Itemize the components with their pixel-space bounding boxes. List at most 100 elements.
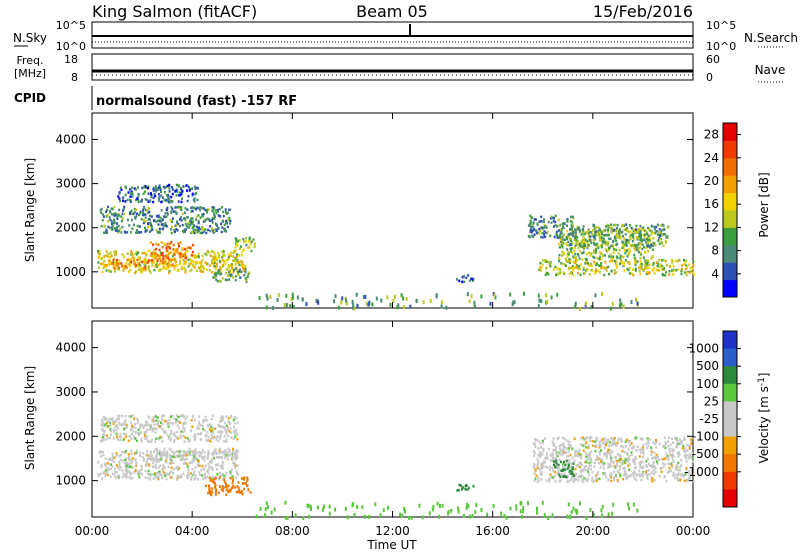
scatter-cell — [586, 268, 589, 272]
scatter-cell — [672, 273, 675, 276]
scatter-cell — [116, 229, 119, 233]
scatter-cell — [554, 474, 557, 478]
scatter-cell — [537, 439, 540, 442]
scatter-cell — [148, 210, 151, 214]
scatter-cell — [203, 455, 206, 458]
scatter-cell — [102, 415, 105, 419]
scatter-cell — [191, 206, 194, 209]
scatter-cell — [146, 208, 149, 212]
scatter-cell — [146, 439, 149, 442]
scatter-cell — [156, 458, 159, 461]
scatter-cell — [574, 252, 577, 256]
scatter-cell — [646, 473, 649, 477]
scatter-cell — [607, 448, 610, 451]
scatter-cell — [546, 451, 548, 455]
scatter-cell — [532, 222, 535, 225]
scatter-cell — [677, 469, 680, 472]
scatter-cell — [315, 298, 318, 303]
scatter-cell — [135, 264, 138, 267]
scatter-cell — [582, 247, 585, 250]
scatter-cell — [679, 473, 682, 477]
scatter-cell — [544, 273, 547, 277]
scatter-cell — [102, 437, 104, 441]
scatter-cell — [547, 516, 549, 520]
scatter-cell — [585, 465, 587, 468]
scatter-cell — [394, 294, 396, 299]
scatter-cell — [184, 248, 187, 252]
scatter-cell — [541, 263, 544, 266]
scatter-cell — [190, 187, 193, 190]
scatter-cell — [121, 450, 124, 453]
scatter-cell — [622, 234, 624, 238]
scatter-cell — [150, 193, 153, 197]
scatter-cell — [605, 269, 608, 272]
scatter-cell — [169, 264, 172, 267]
scatter-cell — [147, 423, 150, 427]
scatter-cell — [573, 478, 576, 482]
scatter-cell — [642, 448, 645, 451]
scatter-cell — [193, 266, 196, 269]
scatter-cell — [139, 266, 142, 269]
scatter-cell — [599, 244, 602, 248]
scatter-cell — [546, 457, 549, 460]
scatter-cell — [568, 272, 571, 276]
scatter-cell — [229, 488, 232, 492]
scatter-cell — [675, 466, 678, 470]
scatter-cell — [231, 266, 233, 269]
scatter-cell — [110, 467, 113, 470]
scatter-cell — [214, 476, 217, 480]
scatter-cell — [466, 292, 469, 297]
scatter-cell — [586, 240, 589, 243]
scatter-cell — [237, 486, 240, 490]
scatter-cell — [267, 505, 269, 510]
scatter-cell — [539, 455, 542, 458]
scatter-cell — [187, 467, 190, 471]
scatter-cell — [108, 255, 111, 259]
scatter-cell — [241, 492, 244, 496]
scatter-cell — [204, 228, 207, 231]
scatter-cell — [638, 473, 641, 476]
scatter-cell — [151, 259, 154, 262]
scatter-cell — [590, 305, 593, 310]
scatter-cell — [151, 418, 153, 421]
scatter-cell — [214, 490, 217, 494]
scatter-cell — [234, 257, 237, 260]
scatter-cell — [540, 220, 543, 223]
scatter-cell — [118, 266, 121, 269]
scatter-cell — [641, 247, 644, 251]
scatter-cell — [605, 266, 608, 269]
scatter-cell — [671, 453, 674, 456]
scatter-cell — [229, 222, 232, 225]
scatter-cell — [188, 451, 191, 454]
scatter-cell — [618, 471, 621, 475]
scatter-cell — [638, 455, 641, 458]
scatter-cell — [548, 477, 551, 481]
scatter-cell — [200, 451, 203, 454]
scatter-cell — [605, 476, 608, 479]
scatter-cell — [187, 225, 190, 229]
scatter-cell — [164, 222, 167, 225]
scatter-cell — [558, 253, 561, 257]
scatter-cell — [639, 251, 642, 255]
scatter-cell — [168, 422, 171, 425]
scatter-cell — [213, 481, 215, 484]
scatter-cell — [139, 423, 142, 427]
scatter-cell — [422, 300, 425, 305]
scatter-cell — [549, 262, 552, 265]
scatter-cell — [458, 279, 461, 283]
scatter-cell — [108, 259, 110, 263]
scatter-cell — [215, 262, 218, 266]
scatter-cell — [610, 444, 613, 447]
scatter-cell — [131, 195, 134, 198]
scatter-cell — [130, 432, 133, 436]
scatter-cell — [149, 425, 152, 428]
scatter-cell — [579, 273, 582, 277]
scatter-cell — [609, 306, 612, 311]
scatter-cell — [228, 453, 231, 457]
scatter-cell — [221, 425, 224, 428]
scatter-cell — [572, 234, 575, 238]
scatter-cell — [642, 474, 645, 478]
scatter-cell — [609, 452, 612, 455]
scatter-cell — [571, 241, 574, 245]
